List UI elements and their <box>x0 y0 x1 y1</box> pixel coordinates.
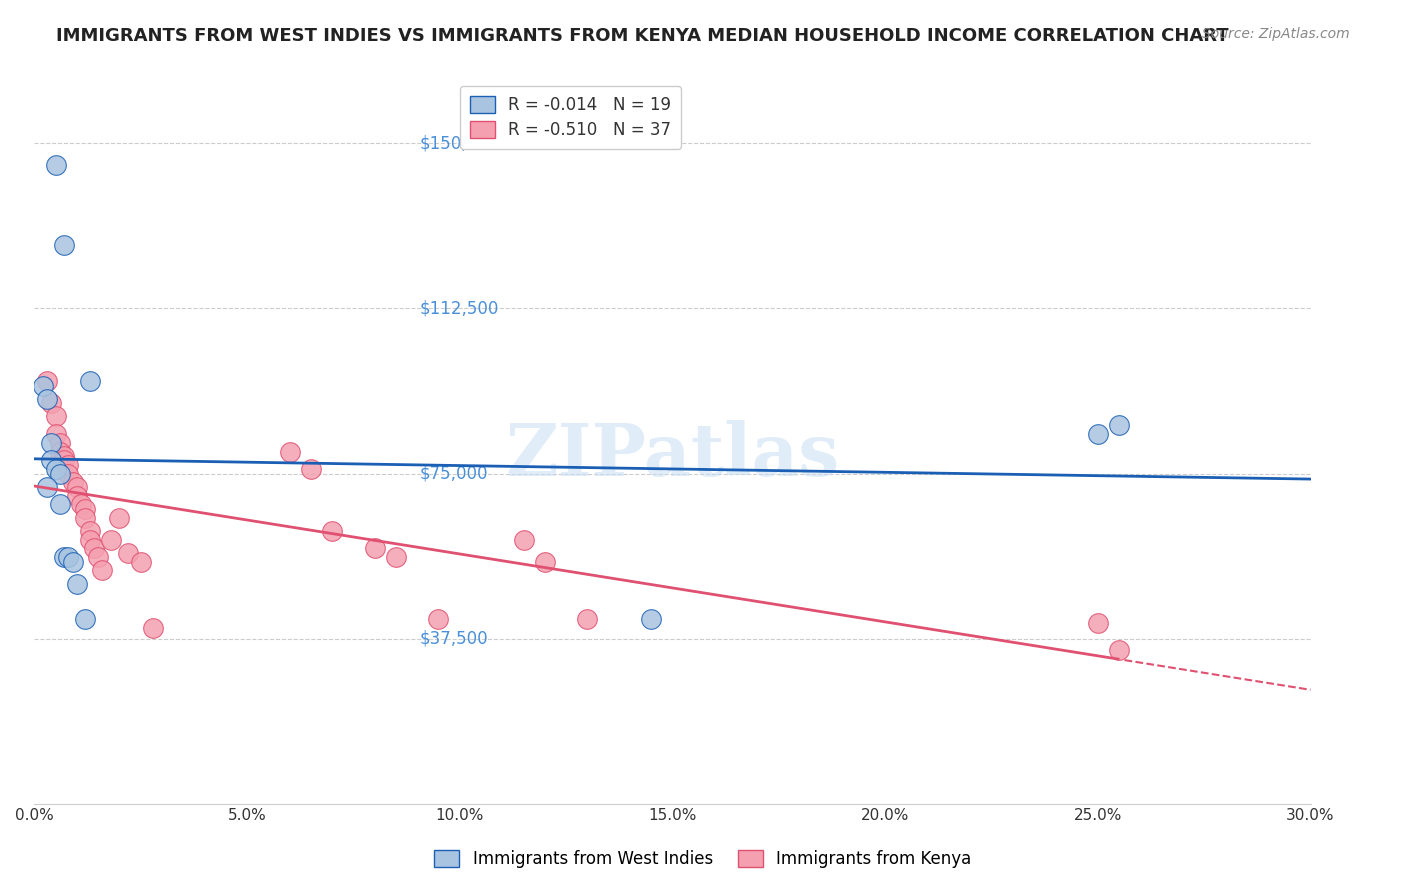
Point <box>75 510 97 524</box>
Point <box>62 555 84 569</box>
Point <box>62 475 84 490</box>
Point <box>66 480 89 494</box>
Point <box>41 453 63 467</box>
Point <box>45 462 67 476</box>
Point <box>117 546 139 560</box>
Text: $112,500: $112,500 <box>420 300 499 318</box>
Point <box>49 467 72 481</box>
Point <box>41 396 63 410</box>
Point <box>142 621 165 635</box>
Point <box>53 449 76 463</box>
Text: Source: ZipAtlas.com: Source: ZipAtlas.com <box>1202 27 1350 41</box>
Text: ZIPatlas: ZIPatlas <box>505 419 839 491</box>
Point <box>129 555 152 569</box>
Point <box>53 550 76 565</box>
Point <box>41 435 63 450</box>
Point <box>385 550 408 565</box>
Point <box>1108 418 1130 433</box>
Point <box>37 480 59 494</box>
Point <box>512 533 534 547</box>
Text: $75,000: $75,000 <box>420 465 488 483</box>
Point <box>79 374 101 388</box>
Point <box>66 489 89 503</box>
Point <box>70 497 93 511</box>
Point <box>91 563 114 577</box>
Text: $37,500: $37,500 <box>420 630 488 648</box>
Point <box>79 533 101 547</box>
Legend: Immigrants from West Indies, Immigrants from Kenya: Immigrants from West Indies, Immigrants … <box>427 843 979 875</box>
Point <box>1087 426 1109 441</box>
Point <box>45 409 67 424</box>
Point <box>49 435 72 450</box>
Point <box>100 533 122 547</box>
Point <box>321 524 343 538</box>
Point <box>75 501 97 516</box>
Point <box>58 458 80 472</box>
Point <box>49 444 72 458</box>
Point <box>278 444 301 458</box>
Point <box>1087 616 1109 631</box>
Point <box>45 158 67 172</box>
Point <box>37 392 59 406</box>
Point <box>108 510 131 524</box>
Point <box>75 612 97 626</box>
Point <box>58 467 80 481</box>
Point <box>31 378 53 392</box>
Point <box>53 237 76 252</box>
Point <box>87 550 110 565</box>
Point <box>1108 642 1130 657</box>
Legend: R = -0.014   N = 19, R = -0.510   N = 37: R = -0.014 N = 19, R = -0.510 N = 37 <box>460 86 681 149</box>
Point <box>53 453 76 467</box>
Point <box>66 576 89 591</box>
Text: $150,000: $150,000 <box>420 135 499 153</box>
Point <box>640 612 662 626</box>
Point <box>534 555 557 569</box>
Point <box>363 541 385 556</box>
Point <box>79 524 101 538</box>
Point <box>427 612 450 626</box>
Point <box>49 497 72 511</box>
Point <box>299 462 322 476</box>
Point <box>83 541 105 556</box>
Point <box>576 612 599 626</box>
Point <box>45 426 67 441</box>
Point <box>37 374 59 388</box>
Point <box>58 550 80 565</box>
Text: IMMIGRANTS FROM WEST INDIES VS IMMIGRANTS FROM KENYA MEDIAN HOUSEHOLD INCOME COR: IMMIGRANTS FROM WEST INDIES VS IMMIGRANT… <box>56 27 1229 45</box>
